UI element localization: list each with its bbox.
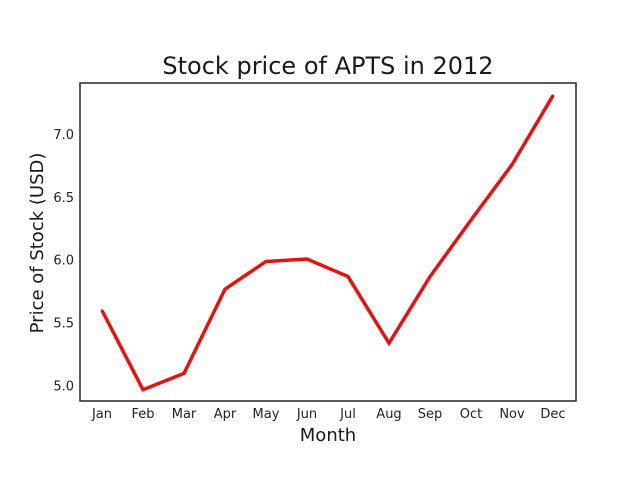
chart-title: Stock price of APTS in 2012 (162, 52, 493, 80)
y-tick-label: 5.5 (53, 317, 74, 332)
x-tick-label: Jul (339, 407, 356, 422)
x-tick-label: Sep (418, 407, 443, 422)
x-tick-label: Jan (91, 407, 112, 422)
x-tick-label: Aug (376, 407, 401, 422)
x-tick-label: May (253, 407, 280, 422)
x-tick-label: Mar (172, 407, 197, 422)
series-line (100, 94, 555, 392)
data-point (141, 388, 145, 391)
data-point (223, 287, 227, 291)
y-axis-label: Price of Stock (USD) (27, 153, 48, 334)
data-point (100, 309, 104, 312)
data-point (387, 341, 391, 345)
data-point (551, 94, 555, 97)
x-axis-label: Month (300, 425, 356, 446)
data-point (264, 260, 268, 263)
y-tick-label: 6.5 (53, 191, 74, 206)
data-point (346, 275, 350, 278)
x-axis-ticks: Jan Feb Mar Apr May Jun Jul Aug Sep Oct Nov Dec (91, 407, 566, 422)
y-axis-ticks: 5.0 5.5 6.0 6.5 7.0 (53, 128, 74, 394)
y-tick-label: 6.0 (53, 254, 74, 269)
plot-frame (79, 82, 577, 402)
y-tick-label: 5.0 (53, 379, 74, 394)
series-layer (100, 94, 555, 392)
y-tick-label: 7.0 (53, 128, 74, 143)
data-point (305, 257, 309, 261)
data-point (510, 163, 514, 166)
data-point (469, 218, 473, 222)
data-point (428, 275, 432, 278)
x-tick-label: Dec (540, 407, 565, 422)
x-tick-label: Oct (460, 407, 482, 422)
data-point (182, 372, 186, 375)
plot-area: 5.0 5.5 6.0 6.5 7.0 Jan Feb Mar Apr May Jun Jul Aug… (53, 82, 577, 422)
x-tick-label: Jun (296, 407, 317, 422)
x-tick-label: Feb (131, 407, 154, 422)
x-tick-label: Nov (499, 407, 525, 422)
x-tick-label: Apr (214, 407, 237, 422)
